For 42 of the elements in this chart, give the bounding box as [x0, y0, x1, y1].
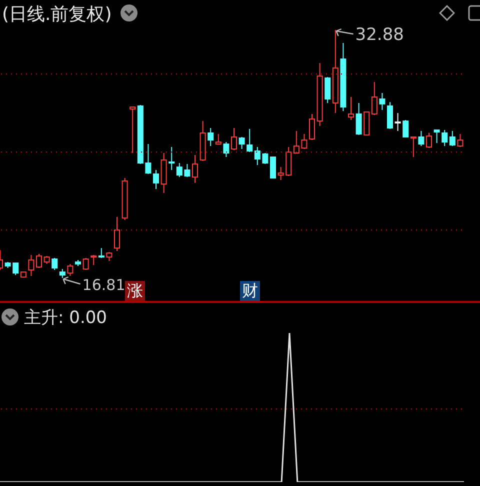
candlestick	[114, 216, 120, 252]
candlestick	[449, 130, 456, 147]
candlestick	[364, 111, 370, 136]
candlestick	[356, 102, 362, 136]
annotation: 32.88	[355, 25, 404, 45]
candlestick	[98, 248, 104, 258]
candlestick	[434, 130, 440, 144]
candlestick	[82, 257, 89, 270]
candlestick	[90, 254, 97, 266]
candlestick	[52, 257, 58, 270]
chart-title: (日线.前复权)	[2, 3, 112, 26]
candlestick	[426, 132, 432, 149]
candlestick	[36, 253, 42, 268]
candlestick	[394, 112, 401, 132]
candlestick	[348, 96, 354, 120]
candlestick	[379, 92, 386, 110]
candlestick	[238, 136, 245, 150]
candlestick	[153, 169, 159, 190]
candlestick	[418, 130, 424, 147]
candlestick	[270, 156, 276, 178]
chart-title: 主升: 0.00	[24, 307, 107, 329]
candlestick	[324, 76, 331, 104]
text: 财	[240, 281, 260, 301]
text: 涨	[125, 281, 145, 301]
candlestick	[192, 154, 198, 184]
candlestick	[208, 127, 214, 147]
candlestick	[246, 128, 253, 153]
annotation: 16.81	[82, 276, 126, 294]
candlestick	[402, 119, 409, 138]
candlestick	[28, 254, 34, 276]
candlestick	[410, 136, 416, 158]
candlestick	[231, 127, 237, 151]
candlestick	[309, 113, 315, 141]
candlestick	[130, 106, 136, 154]
candlestick	[371, 82, 378, 116]
candlestick	[67, 263, 74, 276]
candlestick	[442, 130, 448, 147]
candlestick	[223, 142, 230, 158]
candlestick	[215, 134, 222, 145]
candlestick	[457, 134, 464, 148]
candlestick	[168, 146, 175, 170]
candlestick	[387, 102, 393, 130]
